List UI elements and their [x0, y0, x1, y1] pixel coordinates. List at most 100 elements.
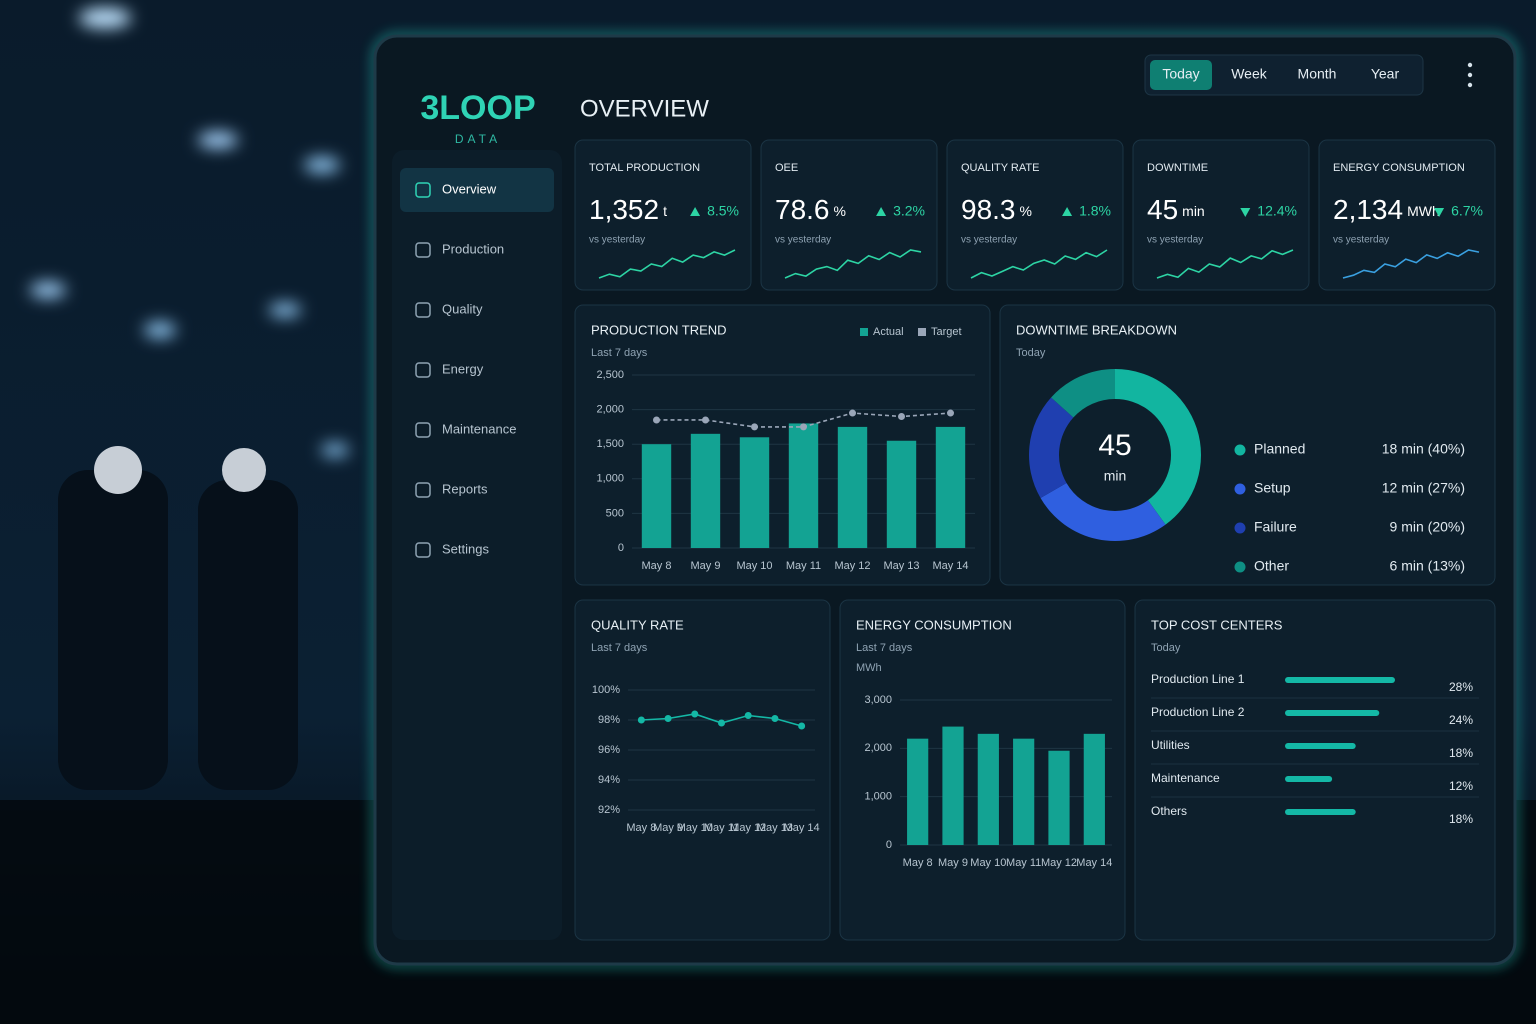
kpi-label: QUALITY RATE: [961, 162, 1039, 174]
row-label: Production Line 2: [1151, 705, 1245, 719]
y-tick-label: 0: [618, 542, 624, 554]
y-tick-label: 1,000: [864, 791, 892, 803]
x-tick-label: May 8: [642, 560, 672, 572]
point: [653, 416, 660, 424]
kpi-unit: min: [1182, 203, 1205, 219]
point: [691, 710, 699, 718]
kpi-number: 98.3: [961, 194, 1016, 225]
chart-subtitle: Last 7 days: [591, 347, 648, 359]
kpi-change-arrow: [1434, 208, 1445, 217]
legend-label: Setup: [1254, 480, 1291, 496]
legend-dot: [1234, 483, 1246, 495]
nav-item[interactable]: Reports: [415, 481, 488, 498]
nav-label: Production: [442, 241, 504, 256]
value-label: 9 min (20%): [1390, 519, 1465, 535]
nav-label: Quality: [442, 301, 483, 316]
x-tick-label: May 14: [1076, 857, 1112, 869]
kpi-value: 98.3%: [961, 194, 1032, 225]
value-label: 6 min (13%): [1390, 558, 1465, 574]
filter-tab[interactable]: Month: [1298, 66, 1337, 82]
filter-label: Year: [1371, 66, 1400, 82]
nav-label: Settings: [442, 541, 489, 556]
nav-item[interactable]: Production: [415, 241, 504, 258]
chart-subtitle: Today: [1016, 347, 1046, 359]
x-tick-label: May 12: [730, 822, 766, 834]
bar: [1013, 738, 1035, 845]
bar: [837, 426, 868, 548]
sparkline: [970, 249, 1108, 279]
bar: [935, 426, 966, 548]
y-tick-label: 96%: [598, 744, 620, 756]
kpi-unit: MWh: [1407, 203, 1440, 219]
point: [849, 409, 856, 417]
y-tick-label: 1,500: [596, 438, 624, 450]
bar: [1285, 809, 1356, 815]
panel: [574, 599, 831, 941]
nav-label: Reports: [442, 481, 488, 496]
filter-label: Month: [1298, 66, 1337, 82]
kpi-note: vs yesterday: [775, 235, 831, 246]
kpi-note: vs yesterday: [1333, 235, 1389, 246]
nav-item[interactable]: Maintenance: [415, 421, 516, 438]
filter-group: [1144, 54, 1424, 96]
kpi-value: 78.6%: [775, 194, 846, 225]
brand-name: 3LOOP: [420, 89, 535, 127]
legend-label: Actual: [873, 326, 904, 338]
bar: [739, 437, 770, 548]
bar: [907, 738, 929, 845]
value-label: 12 min (27%): [1382, 480, 1465, 496]
nav-icon: [415, 482, 431, 498]
filter-tab[interactable]: Year: [1371, 66, 1400, 82]
nav-item[interactable]: Quality: [415, 301, 483, 318]
donut-segment: [1029, 397, 1074, 498]
point: [637, 716, 645, 724]
nav-item[interactable]: Settings: [415, 541, 489, 558]
kpi-number: 2,134: [1333, 194, 1403, 225]
kpi-value: 2,134 MWh: [1333, 194, 1440, 225]
brand-tagline: DATA: [455, 132, 501, 146]
menu-dot: [1467, 82, 1473, 88]
chart-subtitle: Last 7 days: [591, 642, 648, 654]
kpi-label: DOWNTIME: [1147, 162, 1208, 174]
nav-item[interactable]: Energy: [415, 361, 484, 378]
bar: [1285, 776, 1333, 782]
kpi-unit: %: [834, 203, 846, 219]
nav-icon: [415, 182, 431, 198]
chart-title: PRODUCTION TREND: [591, 322, 727, 337]
donut-segment: [1051, 369, 1115, 418]
value-label: 18%: [1449, 812, 1473, 826]
point: [744, 712, 752, 719]
nav-label: Maintenance: [442, 421, 516, 436]
x-tick-label: May 13: [883, 560, 919, 572]
kpi-note: vs yesterday: [1147, 235, 1203, 246]
x-tick-label: May 11: [1006, 857, 1041, 869]
filter-tab[interactable]: Week: [1231, 66, 1268, 82]
nav-active-bg: [400, 168, 554, 212]
row-label: Maintenance: [1151, 771, 1220, 785]
point: [771, 715, 779, 722]
filter-tab[interactable]: Today: [1150, 60, 1212, 90]
bar: [886, 440, 917, 548]
kpi-note: vs yesterday: [589, 235, 645, 246]
point: [751, 423, 758, 431]
x-tick-label: May 9: [691, 560, 721, 572]
chart-title: QUALITY RATE: [591, 617, 684, 632]
chart-subtitle: Last 7 days: [856, 642, 913, 654]
chart-title: ENERGY CONSUMPTION: [856, 617, 1012, 632]
kpi-number: 45: [1147, 194, 1178, 225]
kpi-change-arrow: [690, 207, 701, 216]
axis-unit: MWh: [856, 662, 882, 674]
nav-label: Energy: [442, 361, 484, 376]
kpi-change: 12.4%: [1257, 203, 1297, 219]
nav-item[interactable]: Overview: [400, 168, 554, 212]
kpi-change: 6.7%: [1451, 203, 1483, 219]
legend-dot: [1234, 522, 1246, 534]
bar: [1083, 733, 1105, 845]
filter-label: Today: [1162, 66, 1199, 82]
legend-dot: [1234, 444, 1246, 456]
kpi-number: 78.6: [775, 194, 830, 225]
more-menu[interactable]: [1467, 62, 1473, 88]
x-tick-label: May 12: [1041, 857, 1077, 869]
